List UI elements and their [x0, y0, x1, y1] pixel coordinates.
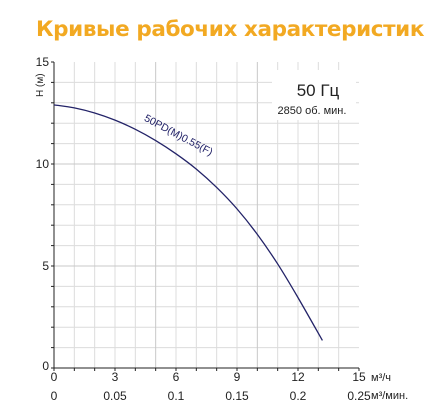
- x-tick-labels-secondary: 0 0.05 0.1 0.15 0.2 0.25: [51, 389, 371, 403]
- y-tick-label: 10: [36, 157, 50, 171]
- series-label: 50PD(M)0.55(F): [142, 112, 215, 158]
- info-box: [272, 70, 356, 120]
- x-tick-label: 12: [291, 370, 305, 384]
- y-tick-label: 15: [36, 55, 50, 69]
- x-tick-label: 15: [352, 370, 366, 384]
- y-tick-label: 5: [42, 259, 49, 273]
- chart-axes: [51, 61, 360, 371]
- x-tick-labels: 0 3 6 9 12 15: [51, 370, 366, 384]
- x-tick-label-secondary: 0.05: [103, 389, 127, 403]
- x-tick-label-secondary: 0.1: [168, 389, 185, 403]
- x-tick-label: 3: [112, 370, 119, 384]
- chart-title: Кривые рабочих характеристик: [36, 17, 425, 42]
- x-axis-label-secondary: м³/мин.: [371, 390, 408, 402]
- x-tick-label-secondary: 0.25: [347, 389, 371, 403]
- x-tick-label-secondary: 0.15: [225, 389, 249, 403]
- x-tick-label: 9: [234, 370, 241, 384]
- info-speed: 2850 об. мин.: [278, 105, 347, 117]
- series-line: [53, 104, 323, 341]
- x-tick-label: 0: [51, 370, 58, 384]
- y-axis-label: H (м): [35, 73, 46, 97]
- info-frequency: 50 Гц: [297, 81, 340, 100]
- x-tick-label-secondary: 0.2: [290, 389, 307, 403]
- x-tick-label: 6: [173, 370, 180, 384]
- x-axis-label-primary: м³/ч: [371, 372, 391, 384]
- y-tick-labels: 0 5 10 15: [36, 55, 50, 373]
- x-tick-label-secondary: 0: [51, 389, 58, 403]
- y-tick-label: 0: [42, 359, 49, 373]
